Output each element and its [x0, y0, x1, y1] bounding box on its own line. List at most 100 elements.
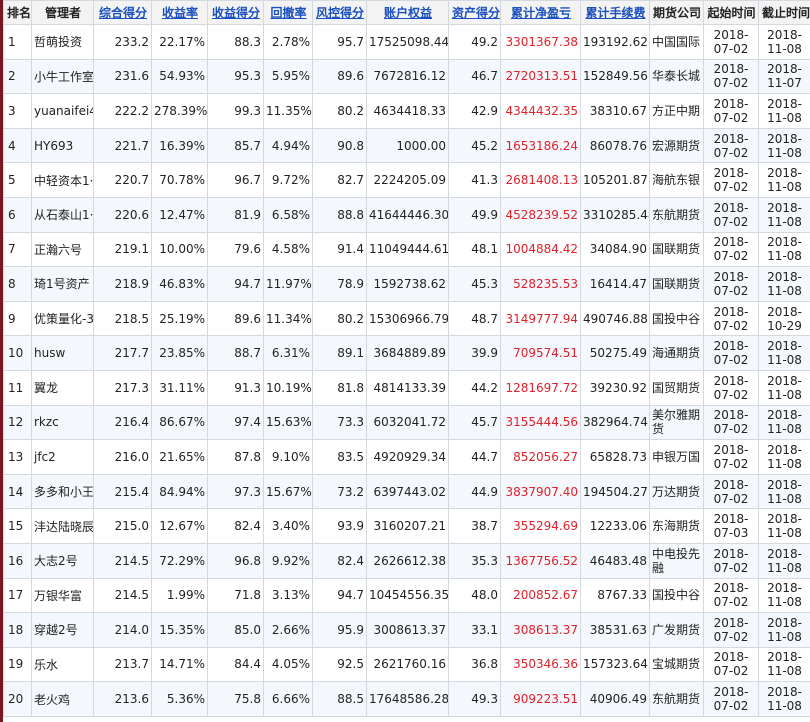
table-row[interactable]: 11 翼龙 217.3 31.11% 91.3 10.19% 81.8 4814133.39 4… — [3, 369, 810, 406]
risk-score-cell: 73.3 — [312, 404, 367, 441]
table-row[interactable]: 5 中轻资本1· 220.7 70.78% 96.7 9.72% 82.7 2224205.0… — [3, 162, 810, 198]
sort-asset-score[interactable]: 资产得分 — [448, 0, 501, 25]
sort-composite-score[interactable]: 综合得分 — [93, 0, 152, 25]
manager-link[interactable]: 多多和小王 — [31, 473, 94, 510]
start-time-cell-year: 2018- — [713, 27, 749, 42]
manager-link[interactable]: yuanaifei4 — [31, 93, 94, 129]
sort-cumulative-pnl[interactable]: 累计净盈亏 — [500, 0, 581, 25]
sort-return-rate[interactable]: 收益率 — [151, 0, 208, 25]
broker-cell: 美尔雅期货 — [649, 404, 704, 441]
manager-link[interactable]: 中轻资本1· — [31, 162, 94, 198]
broker-cell: 万达期货 — [649, 473, 704, 510]
sort-cumulative-fee[interactable]: 累计手续费 — [580, 0, 650, 25]
drawdown-cell: 3.13% — [263, 577, 313, 614]
manager-link[interactable]: 穿越2号 — [31, 612, 94, 648]
end-time-cell: 2018- 10-29 — [758, 300, 810, 337]
end-time-cell: 2018- 11-08 — [758, 127, 810, 164]
manager-link[interactable]: 优策量化-3 — [31, 300, 94, 337]
start-time-cell-year: 2018- — [713, 166, 749, 181]
table-row[interactable]: 12 rkzc 216.4 86.67% 97.4 15.63% 73.3 6032041.7… — [3, 404, 810, 441]
table-row[interactable]: 19 乐水 213.7 14.71% 84.4 4.05% 92.5 2621760.16 36… — [3, 646, 810, 683]
table-row[interactable]: 6 从石泰山1· 220.6 12.47% 81.9 6.58% 88.8 41644446.… — [3, 196, 810, 233]
drawdown-cell: 15.67% — [263, 473, 313, 510]
manager-link[interactable]: 小牛工作室 — [31, 58, 94, 95]
manager-link[interactable]: 沣达陆晓辰 — [31, 508, 94, 544]
composite-score-cell: 231.6 — [93, 58, 152, 95]
start-time-cell-month-day: 07-02 — [713, 318, 749, 333]
cumulative-pnl-cell: 3301367.38 — [500, 24, 581, 60]
table-row[interactable]: 4 HY693 221.7 16.39% 85.7 4.94% 90.8 1000.00 45.… — [3, 127, 810, 164]
manager-link[interactable]: 老火鸡 — [31, 681, 94, 717]
table-row[interactable]: 14 多多和小王 215.4 84.94% 97.3 15.67% 73.2 6397443.… — [3, 473, 810, 510]
manager-link[interactable]: 万银华富 — [31, 577, 94, 614]
rank-cell: 13 — [3, 439, 32, 475]
drawdown-cell: 9.10% — [263, 439, 313, 475]
end-time-cell-year: 2018- — [767, 650, 802, 665]
end-time-cell: 2018- 11-08 — [758, 542, 810, 579]
table-row[interactable]: 8 琦1号资产 218.9 46.83% 94.7 11.97% 78.9 1592738.6… — [3, 266, 810, 302]
manager-link[interactable]: husw — [31, 335, 94, 371]
end-time-cell-month-day: 11-08 — [767, 422, 802, 437]
table-row[interactable]: 7 正瀚六号 219.1 10.00% 79.6 4.58% 91.4 11049444.61… — [3, 231, 810, 268]
drawdown-cell: 6.31% — [263, 335, 313, 371]
risk-score-cell: 94.7 — [312, 577, 367, 614]
end-time-cell-month-day: 11-08 — [767, 664, 802, 679]
drawdown-cell: 4.05% — [263, 646, 313, 683]
table-row[interactable]: 9 优策量化-3 218.5 25.19% 89.6 11.34% 80.2 15306966… — [3, 300, 810, 337]
return-rate-cell: 12.67% — [151, 508, 208, 544]
table-row[interactable]: 3 yuanaifei4 222.2 278.39% 99.3 11.35% 80.2 463… — [3, 93, 810, 129]
sort-drawdown[interactable]: 回撤率 — [263, 0, 313, 25]
table-row[interactable]: 10 husw 217.7 23.85% 88.7 6.31% 89.1 3684889.89… — [3, 335, 810, 371]
drawdown-cell: 6.66% — [263, 681, 313, 717]
table-row[interactable]: 20 老火鸡 213.6 5.36% 75.8 6.66% 88.5 17648586.28 4… — [3, 681, 810, 717]
table-row[interactable]: 16 大志2号 214.5 72.29% 96.8 9.92% 82.4 2626612.38… — [3, 542, 810, 579]
manager-link[interactable]: 翼龙 — [31, 369, 94, 406]
account-equity-cell: 4920929.34 — [366, 439, 449, 475]
broker-cell: 广发期货 — [649, 612, 704, 648]
start-time-cell-month-day: 07-02 — [713, 699, 749, 714]
composite-score-cell: 233.2 — [93, 24, 152, 60]
broker-cell: 国投中谷 — [649, 300, 704, 337]
start-time-cell-month-day: 07-02 — [713, 664, 749, 679]
rank-cell: 14 — [3, 473, 32, 510]
risk-score-cell: 91.4 — [312, 231, 367, 268]
start-time-cell-year: 2018- — [713, 62, 749, 77]
manager-link[interactable]: 琦1号资产 — [31, 266, 94, 302]
composite-score-cell: 215.0 — [93, 508, 152, 544]
table-row[interactable]: 13 jfc2 216.0 21.65% 87.8 9.10% 83.5 4920929.34… — [3, 439, 810, 475]
manager-link[interactable]: rkzc — [31, 404, 94, 441]
return-score-cell: 91.3 — [207, 369, 264, 406]
account-equity-cell: 41644446.30 — [366, 196, 449, 233]
sort-risk-score[interactable]: 风控得分 — [312, 0, 367, 25]
asset-score-cell: 45.7 — [448, 404, 501, 441]
drawdown-cell: 10.19% — [263, 369, 313, 406]
manager-link[interactable]: 大志2号 — [31, 542, 94, 579]
table-row[interactable]: 18 穿越2号 214.0 15.35% 85.0 2.66% 95.9 3008613.37… — [3, 612, 810, 648]
manager-link[interactable]: 哲萌投资 — [31, 24, 94, 60]
rank-cell: 3 — [3, 93, 32, 129]
manager-link[interactable]: 正瀚六号 — [31, 231, 94, 268]
sort-return-score[interactable]: 收益得分 — [207, 0, 264, 25]
sort-account-equity[interactable]: 账户权益 — [366, 0, 449, 25]
return-score-cell: 85.7 — [207, 127, 264, 164]
manager-link[interactable]: jfc2 — [31, 439, 94, 475]
start-time-cell: 2018- 07-02 — [703, 127, 759, 164]
return-rate-cell: 12.47% — [151, 196, 208, 233]
return-rate-cell: 22.17% — [151, 24, 208, 60]
start-time-cell-year: 2018- — [713, 442, 749, 457]
end-time-cell: 2018- 11-08 — [758, 266, 810, 302]
manager-link[interactable]: 乐水 — [31, 646, 94, 683]
cumulative-fee-cell: 157323.64 — [580, 646, 650, 683]
table-row[interactable]: 2 小牛工作室 231.6 54.93% 95.3 5.95% 89.6 7672816.12… — [3, 58, 810, 95]
manager-link[interactable]: HY693 — [31, 127, 94, 164]
asset-score-cell: 44.9 — [448, 473, 501, 510]
table-row[interactable]: 1 哲萌投资 233.2 22.17% 88.3 2.78% 95.7 17525098.44… — [3, 24, 810, 60]
account-equity-cell: 3160207.21 — [366, 508, 449, 544]
risk-score-cell: 90.8 — [312, 127, 367, 164]
table-row[interactable]: 15 沣达陆晓辰 215.0 12.67% 82.4 3.40% 93.9 3160207.2… — [3, 508, 810, 544]
start-time-cell: 2018- 07-02 — [703, 162, 759, 198]
table-row[interactable]: 17 万银华富 214.5 1.99% 71.8 3.13% 94.7 10454556.35… — [3, 577, 810, 614]
header-end-time: 截止时间 — [758, 0, 810, 25]
manager-link[interactable]: 从石泰山1· — [31, 196, 94, 233]
cumulative-pnl-cell: 1281697.72 — [500, 369, 581, 406]
